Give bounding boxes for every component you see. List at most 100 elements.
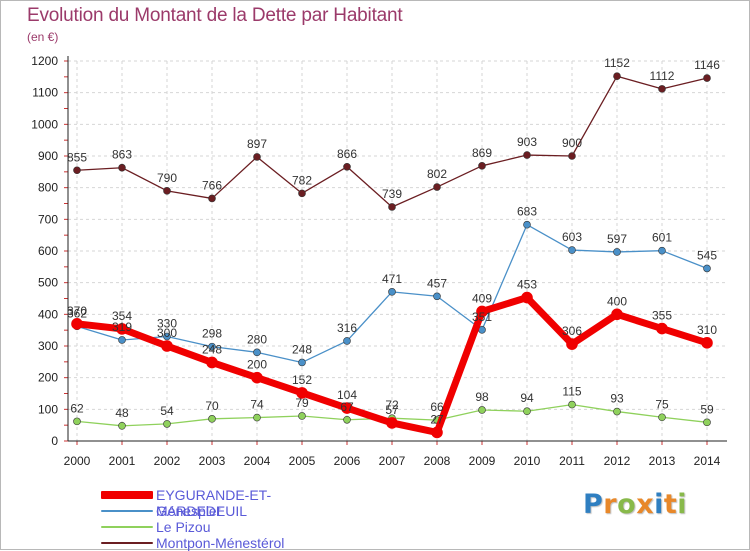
data-label-m-nesplet: 545 bbox=[697, 248, 717, 262]
data-label-eygurande-et-gardedeuil: 453 bbox=[517, 278, 537, 292]
logo-letter: i bbox=[654, 489, 664, 520]
data-label-eygurande-et-gardedeuil: 104 bbox=[337, 388, 357, 402]
data-point-m-nesplet bbox=[433, 292, 441, 301]
data-point-montpon-m-nest-rol bbox=[343, 162, 351, 171]
legend-swatch bbox=[101, 526, 153, 528]
data-label-m-nesplet: 603 bbox=[562, 230, 582, 244]
data-point-le-pizou bbox=[298, 412, 306, 420]
data-point-eygurande-et-gardedeuil bbox=[521, 291, 533, 304]
data-point-m-nesplet bbox=[613, 248, 621, 256]
y-tick-label: 1100 bbox=[32, 86, 58, 100]
data-point-m-nesplet bbox=[523, 220, 531, 229]
legend-item-eygurande: EYGURANDE-ET-GARDEDEUIL bbox=[101, 487, 361, 519]
data-point-eygurande-et-gardedeuil bbox=[161, 340, 173, 352]
data-point-m-nesplet bbox=[388, 288, 396, 296]
data-label-montpon-m-nest-rol: 1152 bbox=[604, 56, 630, 70]
legend-swatch bbox=[101, 542, 153, 544]
data-label-eygurande-et-gardedeuil: 400 bbox=[607, 294, 627, 308]
data-point-eygurande-et-gardedeuil bbox=[701, 337, 713, 349]
data-point-le-pizou bbox=[163, 420, 171, 428]
data-point-eygurande-et-gardedeuil bbox=[611, 308, 623, 321]
legend: EYGURANDE-ET-GARDEDEUIL Ménesplet Le Piz… bbox=[101, 487, 361, 551]
data-point-eygurande-et-gardedeuil bbox=[476, 305, 488, 318]
y-tick-label: 1000 bbox=[31, 117, 58, 131]
legend-label: Montpon-Ménestérol bbox=[156, 535, 285, 551]
data-label-m-nesplet: 457 bbox=[427, 276, 447, 290]
data-point-montpon-m-nest-rol bbox=[523, 151, 531, 159]
data-label-le-pizou: 115 bbox=[562, 385, 581, 399]
data-label-m-nesplet: 280 bbox=[247, 332, 267, 346]
y-axis-unit: (en €) bbox=[27, 30, 59, 44]
data-point-eygurande-et-gardedeuil bbox=[386, 417, 398, 429]
legend-swatch bbox=[101, 491, 153, 499]
data-label-le-pizou: 75 bbox=[655, 397, 669, 411]
y-tick-label: 100 bbox=[38, 402, 58, 416]
x-tick-label: 2001 bbox=[109, 454, 136, 468]
y-tick-label: 900 bbox=[38, 149, 58, 163]
data-label-m-nesplet: 298 bbox=[202, 327, 222, 341]
data-point-m-nesplet bbox=[658, 246, 666, 255]
legend-item-montpon: Montpon-Ménestérol bbox=[101, 535, 361, 551]
x-tick-label: 2014 bbox=[694, 454, 721, 468]
legend-item-le-pizou: Le Pizou bbox=[101, 519, 361, 535]
data-label-le-pizou: 70 bbox=[205, 399, 219, 413]
data-point-le-pizou bbox=[118, 421, 126, 430]
data-label-montpon-m-nest-rol: 766 bbox=[202, 178, 222, 192]
data-label-m-nesplet: 597 bbox=[607, 232, 627, 246]
logo-letter: x bbox=[636, 489, 655, 520]
data-point-eygurande-et-gardedeuil bbox=[116, 323, 128, 335]
y-tick-label: 300 bbox=[38, 339, 58, 353]
data-label-montpon-m-nest-rol: 869 bbox=[472, 146, 492, 160]
x-tick-label: 2010 bbox=[514, 454, 541, 468]
data-point-le-pizou bbox=[703, 418, 711, 427]
data-point-le-pizou bbox=[343, 415, 351, 424]
y-tick-label: 700 bbox=[38, 212, 58, 226]
data-label-montpon-m-nest-rol: 866 bbox=[337, 147, 357, 161]
x-tick-label: 2012 bbox=[604, 454, 631, 468]
data-point-m-nesplet bbox=[163, 332, 171, 341]
data-label-eygurande-et-gardedeuil: 27 bbox=[430, 412, 444, 426]
data-label-m-nesplet: 683 bbox=[517, 205, 537, 219]
logo-letter: t bbox=[663, 489, 678, 520]
y-tick-label: 800 bbox=[38, 181, 58, 195]
data-label-eygurande-et-gardedeuil: 300 bbox=[157, 326, 177, 340]
data-label-eygurande-et-gardedeuil: 354 bbox=[112, 309, 132, 323]
data-label-eygurande-et-gardedeuil: 248 bbox=[202, 342, 222, 356]
x-tick-label: 2008 bbox=[424, 454, 451, 468]
data-point-montpon-m-nest-rol bbox=[478, 162, 486, 170]
data-label-m-nesplet: 601 bbox=[652, 231, 672, 245]
data-point-le-pizou bbox=[523, 407, 531, 416]
x-tick-label: 2002 bbox=[154, 454, 181, 468]
logo-letter: i bbox=[677, 489, 688, 520]
data-label-m-nesplet: 330 bbox=[157, 317, 177, 331]
data-label-montpon-m-nest-rol: 1112 bbox=[650, 69, 675, 83]
data-label-le-pizou: 62 bbox=[70, 401, 84, 415]
data-point-le-pizou bbox=[478, 406, 486, 414]
data-point-le-pizou bbox=[568, 400, 576, 409]
y-tick-label: 200 bbox=[38, 371, 58, 385]
y-tick-label: 400 bbox=[38, 307, 58, 321]
data-label-montpon-m-nest-rol: 790 bbox=[157, 171, 177, 185]
legend-label: EYGURANDE-ET-GARDEDEUIL bbox=[156, 487, 272, 519]
y-tick-label: 600 bbox=[38, 244, 58, 258]
data-label-eygurande-et-gardedeuil: 370 bbox=[67, 304, 87, 318]
data-point-eygurande-et-gardedeuil bbox=[341, 402, 353, 414]
data-point-montpon-m-nest-rol bbox=[658, 85, 666, 93]
data-point-montpon-m-nest-rol bbox=[208, 194, 216, 203]
data-label-montpon-m-nest-rol: 855 bbox=[67, 150, 87, 164]
data-label-m-nesplet: 471 bbox=[382, 272, 402, 286]
data-label-m-nesplet: 316 bbox=[337, 321, 357, 335]
data-label-m-nesplet: 248 bbox=[292, 342, 312, 356]
logo-letter: P bbox=[583, 489, 604, 520]
axes: 0 100 200 300 400 500 600 700 800 900 1000 1100 1200… bbox=[31, 54, 727, 468]
data-label-le-pizou: 54 bbox=[160, 404, 174, 418]
data-point-eygurande-et-gardedeuil bbox=[71, 318, 83, 330]
data-point-eygurande-et-gardedeuil bbox=[566, 338, 578, 350]
legend-item-menesplet: Ménesplet bbox=[101, 503, 361, 519]
data-label-le-pizou: 59 bbox=[700, 402, 714, 416]
data-point-eygurande-et-gardedeuil bbox=[296, 387, 308, 399]
data-point-eygurande-et-gardedeuil bbox=[251, 371, 263, 384]
logo-letter: o bbox=[617, 489, 637, 520]
